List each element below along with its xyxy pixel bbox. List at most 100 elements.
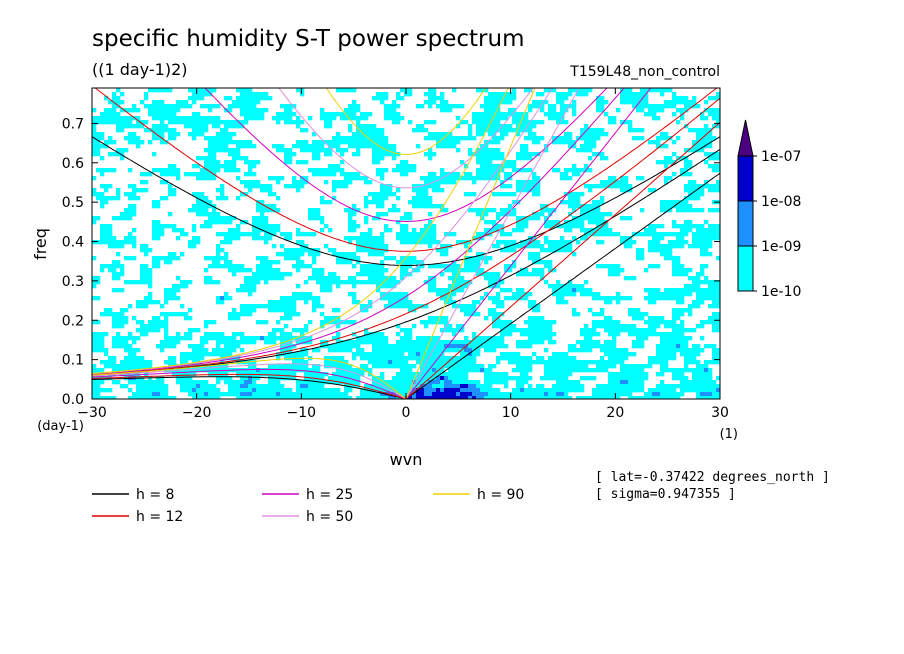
spectrum-cell	[324, 388, 329, 393]
spectrum-cell	[324, 244, 329, 249]
spectrum-cell	[148, 328, 153, 333]
spectrum-cell	[440, 288, 445, 293]
spectrum-cell	[380, 136, 385, 141]
spectrum-cell	[480, 132, 485, 137]
spectrum-cell	[196, 176, 201, 181]
spectrum-cell	[488, 280, 493, 285]
spectrum-cell	[584, 208, 589, 213]
spectrum-cell	[152, 104, 157, 109]
spectrum-cell	[152, 112, 157, 117]
spectrum-cell	[140, 332, 145, 337]
spectrum-cell	[104, 332, 109, 337]
spectrum-cell	[324, 152, 329, 157]
spectrum-cell	[536, 328, 541, 333]
spectrum-cell	[444, 136, 449, 141]
spectrum-cell	[120, 120, 125, 125]
spectrum-cell	[644, 332, 649, 337]
spectrum-cell	[284, 296, 289, 301]
spectrum-cell	[620, 324, 625, 329]
spectrum-cell	[364, 204, 369, 209]
spectrum-cell	[208, 224, 213, 229]
spectrum-cell	[552, 376, 557, 381]
spectrum-cell	[572, 88, 577, 93]
spectrum-cell	[480, 336, 485, 341]
spectrum-cell	[624, 324, 629, 329]
spectrum-cell	[404, 236, 409, 241]
spectrum-cell	[216, 296, 221, 301]
spectrum-cell	[132, 236, 137, 241]
spectrum-cell	[300, 360, 305, 365]
spectrum-cell	[584, 92, 589, 97]
spectrum-cell	[476, 148, 481, 153]
spectrum-cell	[460, 372, 465, 377]
spectrum-cell	[352, 356, 357, 361]
spectrum-cell	[408, 232, 413, 237]
spectrum-cell	[560, 356, 565, 361]
spectrum-cell	[528, 184, 533, 189]
spectrum-cell	[476, 336, 481, 341]
spectrum-cell	[556, 300, 561, 305]
spectrum-cell	[504, 112, 509, 117]
spectrum-cell	[652, 328, 657, 333]
spectrum-cell	[236, 156, 241, 161]
spectrum-cell	[96, 348, 101, 353]
spectrum-cell	[220, 364, 225, 369]
spectrum-cell	[388, 356, 393, 361]
spectrum-cell	[196, 352, 201, 357]
spectrum-cell	[348, 368, 353, 373]
spectrum-cell	[640, 136, 645, 141]
spectrum-cell	[132, 140, 137, 145]
spectrum-cell	[176, 276, 181, 281]
spectrum-cell	[372, 264, 377, 269]
spectrum-cell	[652, 236, 657, 241]
spectrum-cell	[640, 100, 645, 105]
spectrum-cell	[492, 112, 497, 117]
spectrum-cell	[284, 340, 289, 345]
spectrum-cell	[492, 208, 497, 213]
spectrum-cell	[164, 256, 169, 261]
spectrum-cell	[192, 388, 197, 393]
spectrum-cell	[488, 380, 493, 385]
spectrum-cell	[488, 276, 493, 281]
spectrum-cell	[428, 316, 433, 321]
spectrum-cell	[244, 336, 249, 341]
spectrum-cell	[276, 388, 281, 393]
spectrum-cell	[404, 228, 409, 233]
spectrum-cell	[268, 232, 273, 237]
spectrum-cell	[548, 388, 553, 393]
spectrum-cell	[448, 356, 453, 361]
spectrum-cell	[256, 280, 261, 285]
spectrum-cell	[344, 396, 349, 399]
spectrum-cell	[260, 188, 265, 193]
spectrum-cell	[96, 144, 101, 149]
spectrum-cell	[112, 140, 117, 145]
spectrum-cell	[520, 184, 525, 189]
spectrum-cell	[368, 300, 373, 305]
spectrum-cell	[616, 376, 621, 381]
spectrum-cell	[112, 320, 117, 325]
spectrum-cell	[440, 136, 445, 141]
spectrum-cell	[484, 372, 489, 377]
spectrum-cell	[428, 96, 433, 101]
spectrum-cell	[496, 320, 501, 325]
spectrum-cell	[592, 144, 597, 149]
spectrum-cell	[328, 148, 333, 153]
spectrum-cell	[320, 340, 325, 345]
spectrum-cell	[316, 248, 321, 253]
spectrum-cell	[488, 176, 493, 181]
spectrum-cell	[152, 124, 157, 129]
spectrum-cell	[140, 380, 145, 385]
spectrum-cell	[496, 156, 501, 161]
spectrum-cell	[524, 224, 529, 229]
spectrum-cell	[200, 196, 205, 201]
spectrum-cell	[556, 368, 561, 373]
spectrum-cell	[404, 292, 409, 297]
spectrum-cell	[152, 232, 157, 237]
spectrum-cell	[552, 284, 557, 289]
spectrum-cell	[260, 256, 265, 261]
spectrum-cell	[124, 216, 129, 221]
spectrum-cell	[264, 368, 269, 373]
spectrum-cell	[332, 136, 337, 141]
spectrum-cell	[504, 380, 509, 385]
spectrum-cell	[324, 320, 329, 325]
